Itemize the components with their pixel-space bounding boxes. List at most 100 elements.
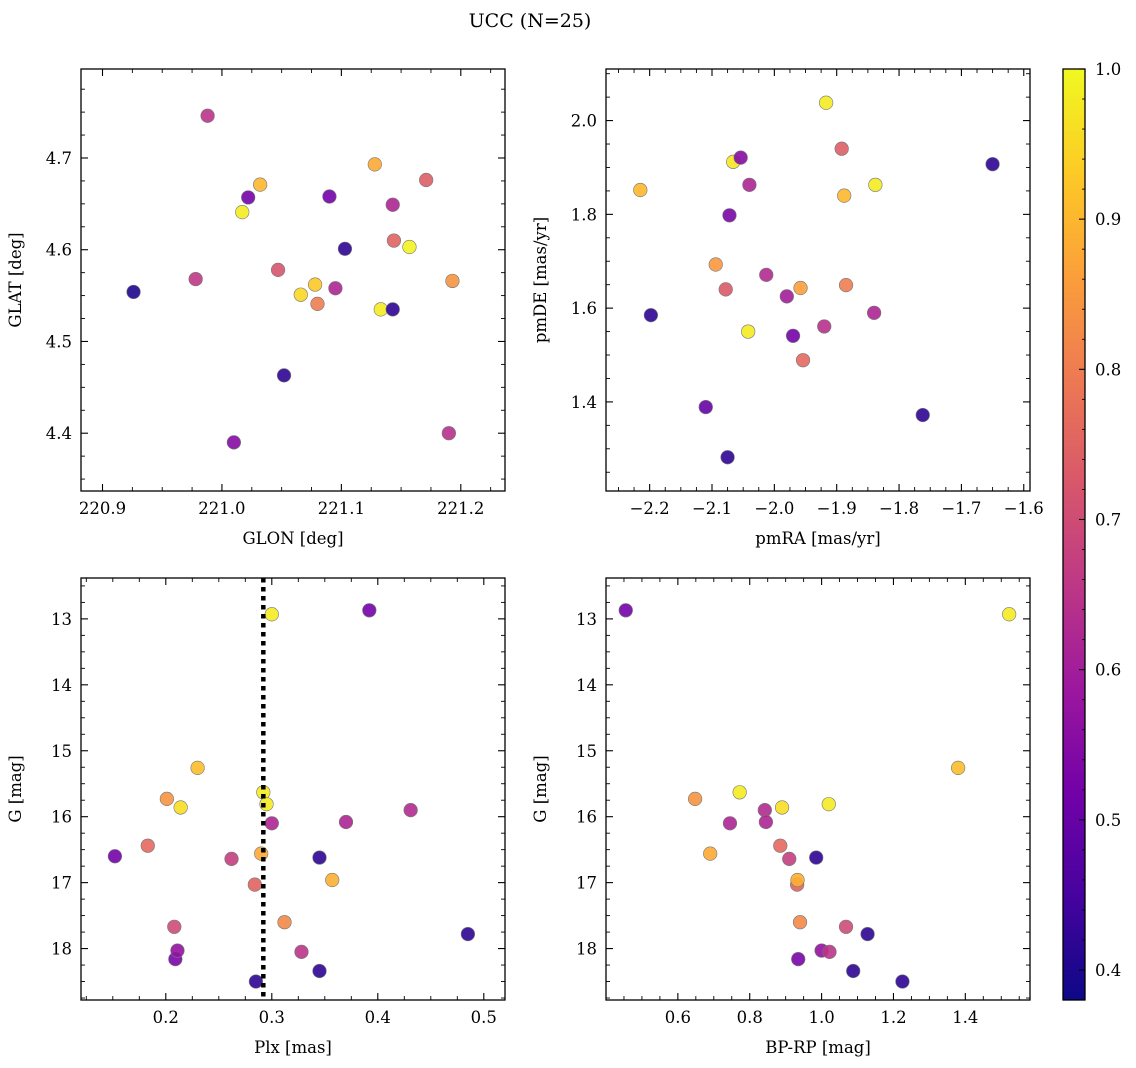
scatter-point xyxy=(362,603,377,618)
scatter-point xyxy=(757,802,772,818)
points xyxy=(633,95,1000,465)
scatter-point xyxy=(742,177,757,192)
x-tick-label: 221.2 xyxy=(437,499,484,518)
scatter-point xyxy=(792,915,808,930)
scatter-point xyxy=(782,851,797,866)
scatter-point xyxy=(1002,607,1017,622)
y-axis-label: G [mag] xyxy=(6,755,25,822)
panel-galactic: 220.9 221.0 221.1 221.2 4.4 4.5 4.6 4.7 GLON [de… xyxy=(6,68,506,548)
x-tick-label: 0.4 xyxy=(365,1008,391,1027)
scatter-point xyxy=(270,262,286,278)
scatter-point xyxy=(312,850,327,865)
points xyxy=(107,603,476,989)
y-tick-label: 17 xyxy=(51,874,72,893)
scatter-point xyxy=(373,302,388,317)
colorbar-tick-label: 0.4 xyxy=(1095,961,1121,980)
scatter-point xyxy=(915,407,930,423)
scatter-point xyxy=(190,760,205,776)
scatter-point xyxy=(722,208,737,223)
scatter-point xyxy=(173,800,188,815)
x-tick-label: 1.0 xyxy=(808,1008,834,1027)
scatter-point xyxy=(247,877,262,892)
scatter-point xyxy=(795,353,811,368)
scatter-point xyxy=(720,450,735,465)
scatter-point xyxy=(126,284,141,300)
scatter-point xyxy=(259,797,274,812)
scatter-point xyxy=(643,308,658,323)
colorbar-frame xyxy=(1062,68,1086,1001)
scatter-point xyxy=(277,915,292,930)
x-tick-label: 221.0 xyxy=(198,499,245,518)
points xyxy=(126,108,460,450)
y-tick-label: 13 xyxy=(51,610,72,629)
scatter-point xyxy=(688,791,703,806)
scatter-point xyxy=(741,324,756,339)
colorbar-tick-label: 1.0 xyxy=(1095,60,1121,79)
scatter-point xyxy=(441,426,456,441)
x-axis-label: pmRA [mas/yr] xyxy=(755,529,880,548)
scatter-point xyxy=(107,849,123,864)
scatter-point xyxy=(758,814,773,830)
scatter-point xyxy=(793,280,808,296)
points xyxy=(618,603,1017,989)
scatter-point xyxy=(235,205,250,220)
colorbar-gradient xyxy=(1063,69,1085,1000)
y-tick-label: 1.8 xyxy=(571,205,597,224)
scatter-point xyxy=(951,760,966,776)
scatter-point xyxy=(419,172,434,188)
scatter-point xyxy=(618,603,633,618)
scatter-point xyxy=(834,141,849,156)
scatter-point xyxy=(732,785,747,800)
scatter-point xyxy=(276,368,292,383)
scatter-point xyxy=(895,974,910,989)
x-tick-label: −2.1 xyxy=(692,499,732,518)
scatter-point xyxy=(241,190,256,205)
x-tick-label: −2.2 xyxy=(630,499,670,518)
scatter-point xyxy=(403,802,418,818)
axes-frame xyxy=(80,68,506,492)
x-tick-label: 0.8 xyxy=(737,1008,763,1027)
scatter-point xyxy=(985,157,1000,172)
x-tick-label: 0.3 xyxy=(259,1008,285,1027)
colorbar-tick-label: 0.6 xyxy=(1095,661,1121,680)
x-tick-label: 220.9 xyxy=(79,499,126,518)
scatter-point xyxy=(846,963,861,979)
scatter-point xyxy=(253,177,268,192)
x-axis-label: BP-RP [mag] xyxy=(765,1038,871,1057)
scatter-point xyxy=(337,241,353,256)
scatter-point xyxy=(188,271,203,287)
scatter-point xyxy=(838,278,854,293)
y-tick-label: 4.6 xyxy=(46,241,72,260)
scatter-point xyxy=(790,872,805,888)
scatter-point xyxy=(837,188,852,203)
y-tick-label: 17 xyxy=(576,874,597,893)
y-tick-label: 4.4 xyxy=(46,424,72,443)
scatter-point xyxy=(159,791,174,806)
colorbar-tick-label: 0.5 xyxy=(1095,811,1121,830)
scatter-point xyxy=(773,838,788,853)
x-tick-label: 1.2 xyxy=(880,1008,906,1027)
scatter-point xyxy=(264,607,279,622)
scatter-point xyxy=(822,944,837,959)
x-tick-label: 1.4 xyxy=(952,1008,978,1027)
y-tick-label: 14 xyxy=(576,676,597,695)
x-tick-label: −1.9 xyxy=(817,499,857,518)
scatter-point xyxy=(860,926,875,942)
scatter-point xyxy=(868,177,883,192)
panel-parallax-mag: 0.2 0.3 0.4 0.5 13 14 15 16 17 18 Plx [mas] G [mag] xyxy=(6,577,506,1057)
scatter-point xyxy=(293,287,308,302)
scatter-point xyxy=(294,944,309,959)
x-tick-label: −2.0 xyxy=(754,499,794,518)
scatter-point xyxy=(200,108,215,123)
scatter-point xyxy=(226,435,241,450)
scatter-point xyxy=(460,926,476,942)
y-tick-label: 16 xyxy=(51,808,72,827)
scatter-point xyxy=(307,277,323,292)
figure-title: UCC (N=25) xyxy=(469,10,592,32)
scatter-point xyxy=(385,302,400,317)
y-tick-label: 13 xyxy=(576,610,597,629)
scatter-point xyxy=(698,399,713,415)
colorbar: 0.4 0.5 0.6 0.7 0.8 0.9 1.0 xyxy=(1062,60,1121,1001)
scatter-point xyxy=(386,233,402,248)
